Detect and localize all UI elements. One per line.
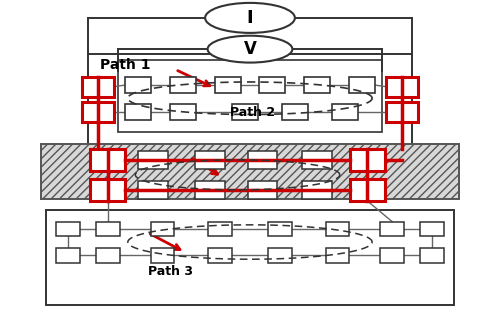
Bar <box>232 104 258 120</box>
Bar <box>350 149 384 171</box>
Bar <box>125 77 151 93</box>
Bar <box>90 179 126 201</box>
Bar <box>151 248 174 263</box>
Bar <box>170 104 196 120</box>
Bar <box>46 210 455 306</box>
Bar <box>214 77 240 93</box>
Bar <box>208 248 232 263</box>
Bar <box>82 77 114 97</box>
Bar <box>380 222 404 236</box>
Bar <box>208 222 232 236</box>
Bar <box>349 77 375 93</box>
Bar <box>268 222 291 236</box>
Text: V: V <box>244 40 256 58</box>
Bar <box>151 222 174 236</box>
Bar <box>302 151 332 170</box>
Bar <box>170 77 196 93</box>
Bar <box>386 77 418 97</box>
Bar <box>96 248 120 263</box>
Ellipse shape <box>205 3 295 33</box>
Bar <box>260 77 285 93</box>
Bar <box>56 248 80 263</box>
Bar <box>386 101 418 122</box>
Text: Path 2: Path 2 <box>230 106 275 119</box>
Bar <box>248 151 278 170</box>
Bar <box>96 222 120 236</box>
Bar <box>420 222 444 236</box>
Bar <box>302 181 332 199</box>
Bar <box>196 181 225 199</box>
Ellipse shape <box>208 36 292 62</box>
Bar <box>248 181 278 199</box>
Bar <box>138 181 168 199</box>
Bar <box>88 54 412 148</box>
Bar <box>380 248 404 263</box>
Bar <box>268 248 291 263</box>
Bar <box>90 149 126 171</box>
Text: I: I <box>246 9 254 27</box>
Bar <box>125 104 151 120</box>
Bar <box>82 101 114 122</box>
Bar <box>420 248 444 263</box>
Bar <box>282 104 308 120</box>
Bar <box>196 151 225 170</box>
Text: Path 3: Path 3 <box>148 265 193 278</box>
Bar <box>350 179 384 201</box>
Bar <box>326 222 349 236</box>
Bar <box>326 248 349 263</box>
Bar <box>56 222 80 236</box>
Bar <box>40 144 460 199</box>
Bar <box>332 104 357 120</box>
Bar <box>118 60 382 132</box>
Text: Path 1: Path 1 <box>100 58 151 72</box>
Bar <box>138 151 168 170</box>
Bar <box>304 77 330 93</box>
